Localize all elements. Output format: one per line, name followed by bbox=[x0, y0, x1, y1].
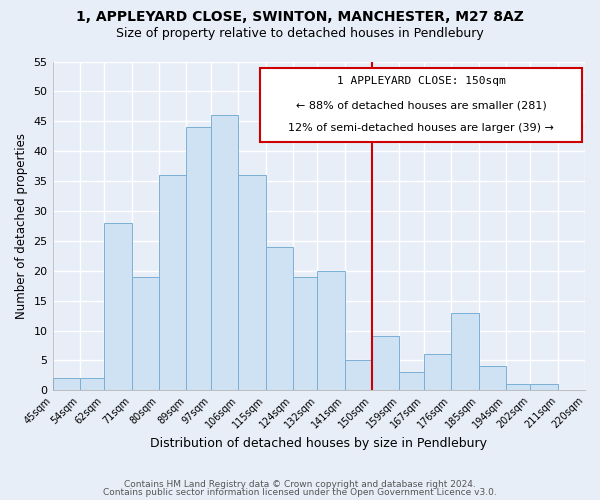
Bar bbox=[344, 360, 372, 390]
Bar bbox=[400, 372, 424, 390]
Text: 1 APPLEYARD CLOSE: 150sqm: 1 APPLEYARD CLOSE: 150sqm bbox=[337, 76, 506, 86]
Bar bbox=[131, 276, 159, 390]
Y-axis label: Number of detached properties: Number of detached properties bbox=[15, 133, 28, 319]
Bar bbox=[187, 128, 211, 390]
Bar bbox=[238, 175, 266, 390]
Bar bbox=[293, 276, 317, 390]
Bar bbox=[372, 336, 400, 390]
Bar bbox=[53, 378, 80, 390]
Text: Contains HM Land Registry data © Crown copyright and database right 2024.: Contains HM Land Registry data © Crown c… bbox=[124, 480, 476, 489]
Bar bbox=[424, 354, 451, 390]
Text: 12% of semi-detached houses are larger (39) →: 12% of semi-detached houses are larger (… bbox=[289, 124, 554, 134]
Bar bbox=[266, 247, 293, 390]
Bar bbox=[530, 384, 557, 390]
Text: ← 88% of detached houses are smaller (281): ← 88% of detached houses are smaller (28… bbox=[296, 100, 547, 110]
Text: Contains public sector information licensed under the Open Government Licence v3: Contains public sector information licen… bbox=[103, 488, 497, 497]
Text: 1, APPLEYARD CLOSE, SWINTON, MANCHESTER, M27 8AZ: 1, APPLEYARD CLOSE, SWINTON, MANCHESTER,… bbox=[76, 10, 524, 24]
Bar bbox=[80, 378, 104, 390]
Bar bbox=[211, 116, 238, 390]
X-axis label: Distribution of detached houses by size in Pendlebury: Distribution of detached houses by size … bbox=[150, 437, 487, 450]
Bar bbox=[317, 270, 344, 390]
Bar bbox=[451, 312, 479, 390]
Bar bbox=[506, 384, 530, 390]
Text: Size of property relative to detached houses in Pendlebury: Size of property relative to detached ho… bbox=[116, 28, 484, 40]
FancyBboxPatch shape bbox=[260, 68, 583, 142]
Bar bbox=[479, 366, 506, 390]
Bar bbox=[159, 175, 187, 390]
Bar bbox=[104, 223, 131, 390]
